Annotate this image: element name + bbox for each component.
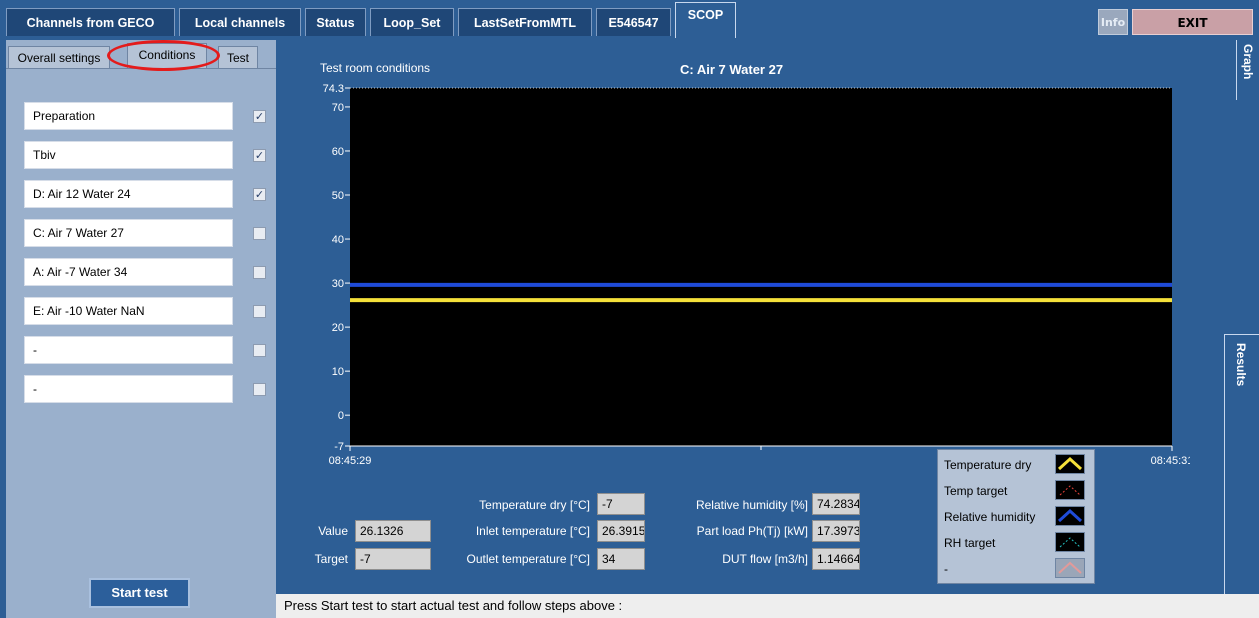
condition-checkbox[interactable] bbox=[253, 266, 266, 279]
tab-scop[interactable]: SCOP bbox=[675, 2, 736, 38]
y-tick-label: 74.3 bbox=[323, 83, 344, 95]
condition-row: - bbox=[24, 336, 266, 364]
inlet-temp-label: Inlet temperature [°C] bbox=[475, 524, 590, 538]
condition-checkbox[interactable] bbox=[253, 383, 266, 396]
part-load-label: Part load Ph(Tj) [kW] bbox=[696, 524, 808, 538]
y-tick-label: 10 bbox=[332, 366, 344, 378]
dut-flow-field: 1.14664 bbox=[812, 548, 860, 570]
condition-field[interactable]: E: Air -10 Water NaN bbox=[24, 297, 233, 325]
condition-field[interactable]: - bbox=[24, 336, 233, 364]
condition-checkbox[interactable]: ✓ bbox=[253, 188, 266, 201]
tab-local-channels[interactable]: Local channels bbox=[179, 8, 301, 36]
y-tick-label: -7 bbox=[334, 441, 344, 453]
target-field: -7 bbox=[355, 548, 431, 570]
condition-row: D: Air 12 Water 24 ✓ bbox=[24, 180, 266, 208]
condition-field[interactable]: D: Air 12 Water 24 bbox=[24, 180, 233, 208]
value-label: Value bbox=[318, 524, 348, 538]
condition-checkbox[interactable]: ✓ bbox=[253, 149, 266, 162]
legend-label: RH target bbox=[944, 536, 996, 550]
tab-graph-label: Graph bbox=[1241, 44, 1255, 80]
subtab-overall-settings[interactable]: Overall settings bbox=[8, 46, 110, 68]
tab-graph[interactable]: Graph bbox=[1236, 40, 1259, 100]
condition-field[interactable]: Preparation bbox=[24, 102, 233, 130]
tab-results-label: Results bbox=[1234, 343, 1248, 387]
legend-label: Temperature dry bbox=[944, 458, 1032, 472]
start-test-button[interactable]: Start test bbox=[89, 578, 190, 608]
left-panel: Overall settings Conditions Test Prepara… bbox=[6, 40, 276, 618]
y-tick-label: 0 bbox=[338, 410, 344, 422]
y-tick-label: 60 bbox=[332, 146, 344, 158]
status-bar: Press Start test to start actual test an… bbox=[276, 594, 1259, 618]
chart-legend: Temperature dry Temp target Relative hum… bbox=[937, 449, 1095, 584]
y-tick-label: 40 bbox=[332, 234, 344, 246]
dut-flow-label: DUT flow [m3/h] bbox=[722, 552, 808, 566]
condition-field[interactable]: Tbiv bbox=[24, 141, 233, 169]
inlet-temp-field: 26.3915 bbox=[597, 520, 645, 542]
condition-row: - bbox=[24, 375, 266, 403]
tab-e546547[interactable]: E546547 bbox=[596, 8, 671, 36]
legend-swatch-temp-target[interactable] bbox=[1055, 480, 1085, 500]
chart-title: C: Air 7 Water 27 bbox=[680, 62, 784, 77]
outlet-temp-field: 34 bbox=[597, 548, 645, 570]
target-label: Target bbox=[314, 552, 348, 566]
y-axis: 74.3 70 60 50 40 30 20 10 0 -7 bbox=[323, 83, 350, 453]
legend-label: Temp target bbox=[944, 484, 1008, 498]
top-tab-bar: Channels from GECO Local channels Status… bbox=[0, 0, 1259, 40]
value-field: 26.1326 bbox=[355, 520, 431, 542]
test-room-chart: 74.3 70 60 50 40 30 20 10 0 -7 08:45:29 08:45:31 bbox=[323, 83, 1190, 467]
y-tick-label: 20 bbox=[332, 322, 344, 334]
rh-label: Relative humidity [%] bbox=[695, 498, 808, 512]
legend-label: Relative humidity bbox=[944, 510, 1036, 524]
tab-results[interactable]: Results bbox=[1224, 334, 1259, 604]
subtab-test[interactable]: Test bbox=[218, 46, 258, 68]
info-button[interactable]: Info bbox=[1098, 9, 1128, 35]
legend-swatch-relative-humidity[interactable] bbox=[1055, 506, 1085, 526]
x-tick-label: 08:45:29 bbox=[329, 455, 372, 467]
condition-checkbox[interactable] bbox=[253, 305, 266, 318]
highlight-circle bbox=[107, 40, 220, 71]
legend-label: - bbox=[944, 562, 948, 576]
condition-field[interactable]: - bbox=[24, 375, 233, 403]
y-tick-label: 70 bbox=[332, 102, 344, 114]
temp-dry-field: -7 bbox=[597, 493, 645, 515]
tab-channels-from-geco[interactable]: Channels from GECO bbox=[6, 8, 175, 36]
legend-swatch-blank[interactable] bbox=[1055, 558, 1085, 578]
tab-last-set-from-mtl[interactable]: LastSetFromMTL bbox=[458, 8, 592, 36]
legend-swatch-rh-target[interactable] bbox=[1055, 532, 1085, 552]
condition-row: Tbiv ✓ bbox=[24, 141, 266, 169]
x-tick-label: 08:45:31 bbox=[1151, 455, 1190, 467]
condition-row: E: Air -10 Water NaN bbox=[24, 297, 266, 325]
condition-field[interactable]: C: Air 7 Water 27 bbox=[24, 219, 233, 247]
rh-field: 74.2834 bbox=[812, 493, 860, 515]
condition-row: A: Air -7 Water 34 bbox=[24, 258, 266, 286]
temp-dry-label: Temperature dry [°C] bbox=[479, 498, 590, 512]
tab-loop-set[interactable]: Loop_Set bbox=[370, 8, 454, 36]
condition-checkbox[interactable] bbox=[253, 227, 266, 240]
condition-checkbox[interactable]: ✓ bbox=[253, 110, 266, 123]
tab-status[interactable]: Status bbox=[305, 8, 366, 36]
legend-swatch-temperature-dry[interactable] bbox=[1055, 454, 1085, 474]
condition-checkbox[interactable] bbox=[253, 344, 266, 357]
outlet-temp-label: Outlet temperature [°C] bbox=[466, 552, 590, 566]
y-tick-label: 30 bbox=[332, 278, 344, 290]
x-axis: 08:45:29 08:45:31 bbox=[329, 87, 1190, 467]
exit-button[interactable]: EXIT bbox=[1132, 9, 1253, 35]
plot-area bbox=[350, 88, 1172, 446]
y-tick-label: 50 bbox=[332, 190, 344, 202]
condition-row: Preparation ✓ bbox=[24, 102, 266, 130]
condition-field[interactable]: A: Air -7 Water 34 bbox=[24, 258, 233, 286]
chart-subtitle: Test room conditions bbox=[320, 61, 431, 75]
part-load-field: 17.3973 bbox=[812, 520, 860, 542]
condition-row: C: Air 7 Water 27 bbox=[24, 219, 266, 247]
